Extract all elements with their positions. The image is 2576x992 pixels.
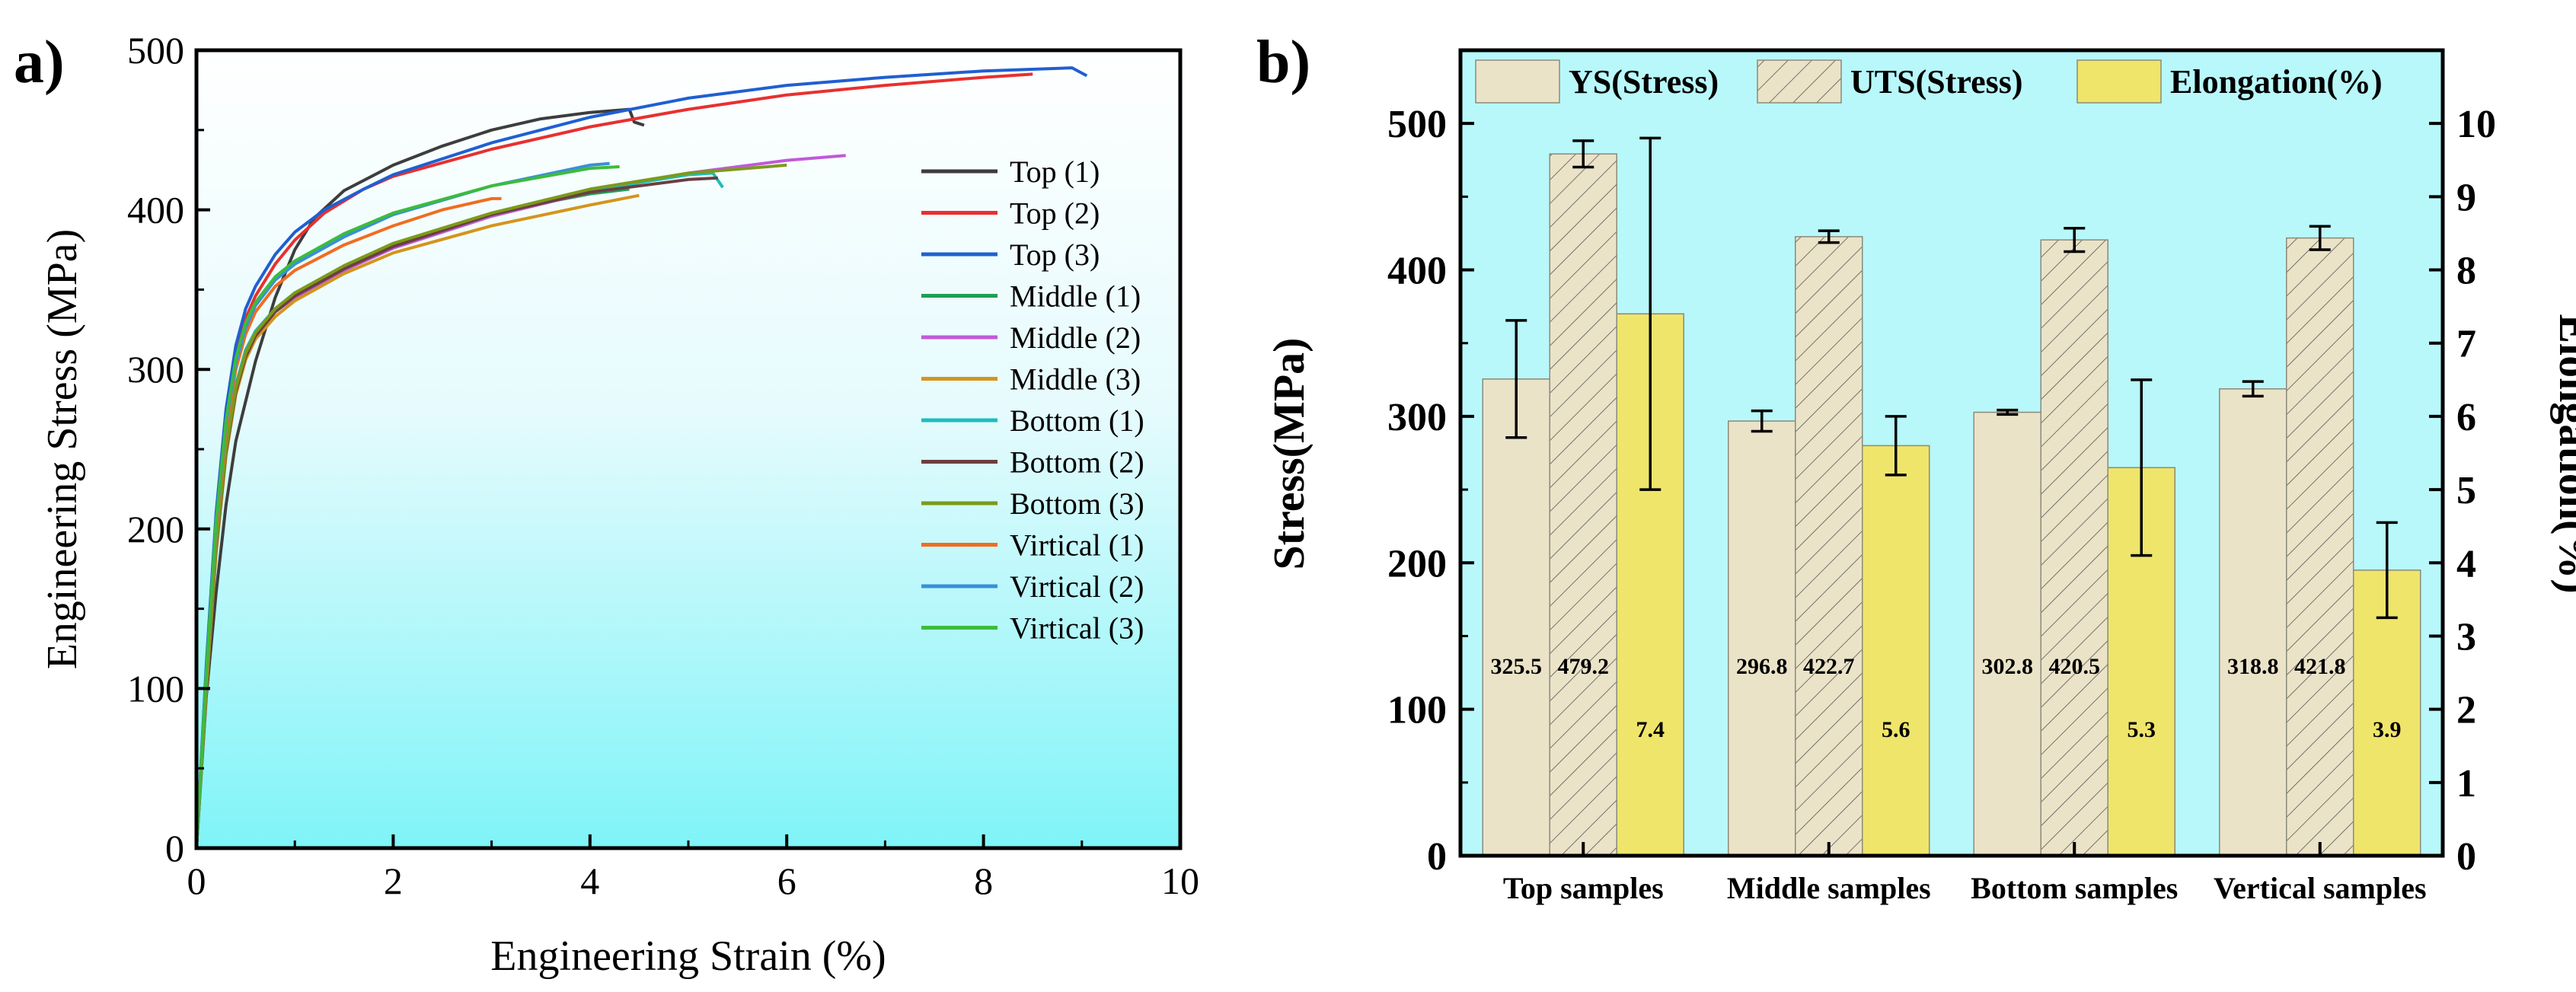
legend-label: UTS(Stress) — [1850, 63, 2023, 100]
legend-label: Top (3) — [1010, 238, 1100, 272]
y-tick-label: 0 — [1427, 835, 1447, 879]
panel-a-ylabel: Engineering Stress (MPa) — [39, 229, 86, 670]
panel-a-frame — [194, 48, 1183, 850]
panel-b-axes: 0 100 200 300 400 500 0 1 2 3 4 5 6 7 8 9 10 — [1387, 49, 2496, 879]
bar-value-label: 420.5 — [2049, 654, 2101, 679]
panel-a-series-group — [195, 66, 1088, 849]
y2-tick-label: 9 — [2456, 176, 2476, 219]
bar-ys — [1728, 420, 1796, 856]
x-tick-label: 2 — [384, 860, 403, 902]
bar-value-label: 479.2 — [1558, 654, 1610, 679]
y2-tick-label: 8 — [2456, 250, 2476, 293]
x-tick-label: 0 — [187, 860, 206, 902]
bar-elongation — [1862, 445, 1930, 856]
x-tick-label: 4 — [580, 860, 599, 902]
panel-b-frame — [1458, 48, 2445, 858]
y-tick-label: 300 — [127, 348, 184, 391]
legend-label: Top (1) — [1010, 155, 1100, 189]
panel-b-bars-group: 325.5 479.2 7.4 Top samples 296.8 422.7 5.6 Mid… — [1482, 136, 2427, 905]
bar-value-label: 7.4 — [1636, 717, 1665, 742]
category-label: Bottom samples — [1971, 871, 2178, 905]
series-line-3 — [195, 66, 1088, 849]
y2-tick-label: 2 — [2456, 689, 2476, 732]
bar-value-label: 325.5 — [1491, 654, 1543, 679]
y-tick-label: 100 — [1387, 689, 1447, 732]
category-label: Middle samples — [1727, 871, 1931, 905]
y-tick-label: 300 — [1387, 396, 1447, 439]
bar-ys — [1973, 411, 2041, 856]
bar-value-label: 318.8 — [2227, 654, 2279, 679]
legend-swatch — [1475, 59, 1560, 104]
bar-uts — [1795, 236, 1863, 856]
legend-label: Virtical (3) — [1010, 611, 1144, 646]
legend-label: Virtical (1) — [1010, 528, 1144, 563]
panel-b: 325.5 479.2 7.4 Top samples 296.8 422.7 5.6 Mid… — [1256, 29, 2576, 905]
y2-tick-label: 1 — [2456, 762, 2476, 805]
legend-swatch — [2076, 59, 2162, 104]
bar-uts — [2040, 239, 2108, 856]
bar-value-label: 5.6 — [1882, 717, 1910, 742]
category-label: Vertical samples — [2214, 871, 2427, 905]
bar-uts — [1549, 153, 1617, 856]
y-tick-label: 0 — [165, 827, 184, 869]
bar-value-label: 296.8 — [1736, 654, 1788, 679]
bar-ys — [1482, 378, 1550, 856]
legend-label: Middle (2) — [1010, 321, 1141, 355]
category-label: Top samples — [1503, 871, 1664, 905]
y2-tick-label: 6 — [2456, 396, 2476, 439]
x-tick-label: 8 — [974, 860, 993, 902]
panel-a-legend: Top (1) Top (2) Top (3) Middle (1) Middle (2… — [921, 155, 1144, 646]
panel-b-ylabel: Stress(MPa) — [1264, 338, 1314, 570]
x-tick-label: 6 — [777, 860, 796, 902]
bar-value-label: 422.7 — [1803, 654, 1855, 679]
y2-tick-label: 4 — [2456, 542, 2476, 585]
legend-label: YS(Stress) — [1569, 63, 1719, 100]
bar-value-label: 302.8 — [1982, 654, 2034, 679]
legend-label: Virtical (2) — [1010, 569, 1144, 604]
legend-swatch — [1757, 59, 1842, 104]
series-line-12 — [195, 165, 620, 849]
panel-b-label: b) — [1256, 29, 1310, 96]
panel-a-xlabel: Engineering Strain (%) — [490, 933, 886, 980]
bar-uts — [2286, 237, 2354, 856]
legend-label: Elongation(%) — [2170, 63, 2383, 100]
y2-tick-label: 7 — [2456, 323, 2476, 366]
y-tick-label: 500 — [127, 29, 184, 72]
legend-label: Bottom (3) — [1010, 486, 1144, 521]
y-tick-label: 400 — [1387, 250, 1447, 293]
panel-b-legend: YS(Stress) UTS(Stress) Elongation(%) — [1475, 59, 2383, 104]
legend-label: Bottom (1) — [1010, 403, 1144, 438]
y2-tick-label: 0 — [2456, 835, 2476, 879]
bar-value-label: 421.8 — [2294, 654, 2346, 679]
y2-tick-label: 5 — [2456, 469, 2476, 512]
legend-label: Middle (3) — [1010, 362, 1141, 397]
bar-value-label: 3.9 — [2373, 717, 2402, 742]
panel-b-y2label: Elongation(%) — [2550, 314, 2576, 593]
y-tick-label: 200 — [127, 508, 184, 550]
y2-tick-label: 10 — [2456, 103, 2496, 146]
y-tick-label: 500 — [1387, 103, 1447, 146]
y2-tick-label: 3 — [2456, 615, 2476, 659]
legend-label: Top (2) — [1010, 196, 1100, 231]
x-tick-label: 10 — [1161, 860, 1199, 902]
bar-value-label: 5.3 — [2128, 717, 2156, 742]
y-tick-label: 200 — [1387, 542, 1447, 585]
series-line-9 — [195, 163, 787, 849]
y-tick-label: 100 — [127, 667, 184, 710]
legend-label: Middle (1) — [1010, 279, 1141, 314]
legend-label: Bottom (2) — [1010, 445, 1144, 480]
bar-ys — [2219, 388, 2287, 856]
y-tick-label: 400 — [127, 189, 184, 231]
panel-a-label: a) — [14, 29, 65, 96]
